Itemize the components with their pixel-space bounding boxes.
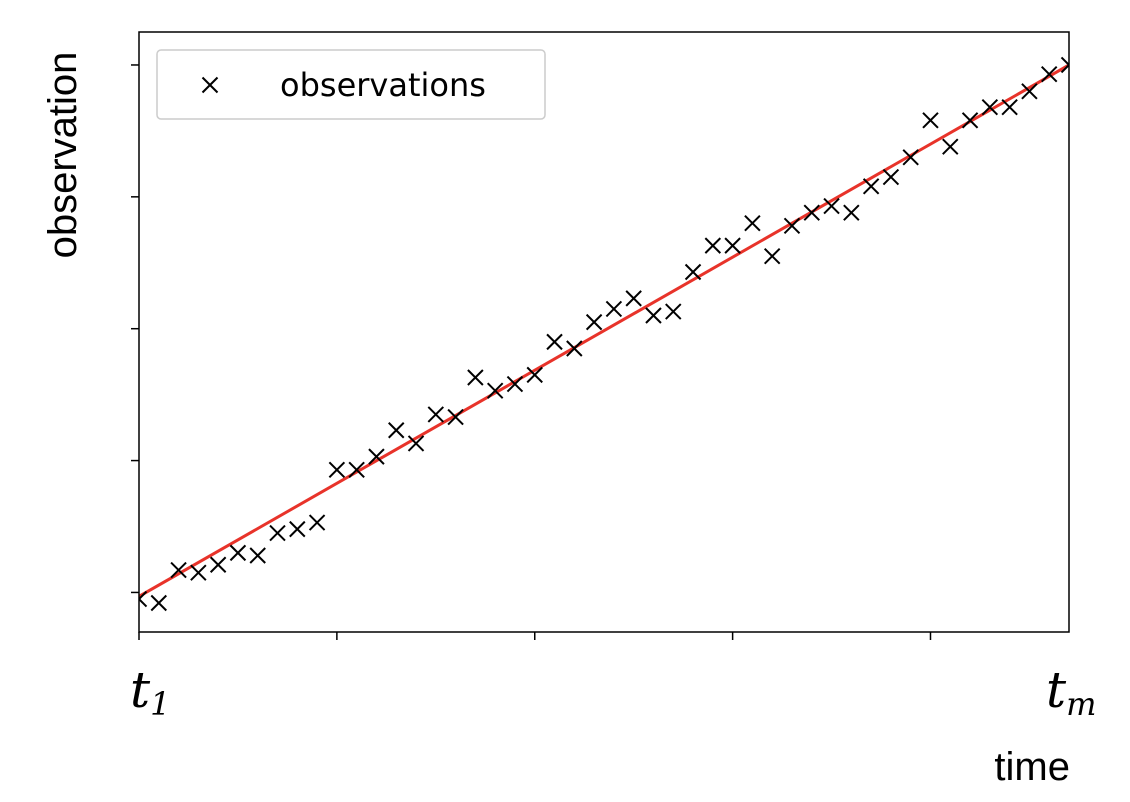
observation-point <box>150 594 167 612</box>
observation-point <box>526 366 543 384</box>
observation-point <box>961 112 979 129</box>
observation-point <box>170 561 187 579</box>
x-tick-label-start: t1 <box>130 661 170 723</box>
observation-point <box>843 204 860 221</box>
observation-point <box>942 138 959 155</box>
observation-point <box>981 98 999 116</box>
observation-point <box>1001 98 1018 116</box>
observation-point <box>486 382 504 399</box>
observation-point <box>585 313 603 331</box>
observation-point <box>823 197 840 215</box>
observation-point <box>308 514 326 531</box>
observation-point <box>625 290 642 307</box>
observation-point <box>289 520 306 538</box>
observation-point <box>605 300 623 318</box>
observation-point <box>665 303 682 320</box>
observation-point <box>1021 83 1038 100</box>
observation-point <box>704 237 722 254</box>
legend: observations <box>156 49 546 120</box>
observation-point <box>803 204 820 221</box>
legend-label: observations <box>280 66 486 104</box>
plot-frame <box>138 31 1070 633</box>
observation-point <box>744 215 761 232</box>
observation-point <box>229 544 247 562</box>
observation-points <box>139 56 1069 612</box>
observation-point <box>209 556 227 573</box>
observation-point <box>645 307 662 324</box>
observation-point <box>566 340 583 357</box>
observation-point <box>467 369 484 386</box>
observation-point <box>882 168 900 186</box>
observation-point <box>388 422 405 439</box>
observation-point <box>427 406 445 423</box>
y-axis-ticks <box>131 64 139 594</box>
observation-point <box>922 112 939 129</box>
observation-point <box>190 564 207 581</box>
observation-point <box>783 217 801 235</box>
observation-point <box>1060 56 1069 74</box>
observation-point <box>348 461 365 479</box>
legend-marker-icon <box>201 76 219 94</box>
observation-point <box>328 461 346 479</box>
observation-point <box>724 237 741 254</box>
observation-point <box>1041 65 1058 83</box>
observation-point <box>763 247 781 265</box>
observation-point <box>902 149 919 166</box>
observation-point <box>506 375 524 393</box>
observation-point <box>368 448 385 465</box>
observation-point <box>249 547 266 564</box>
x-axis-label: time <box>994 745 1070 789</box>
fit-line <box>139 63 1069 598</box>
observation-point <box>139 590 148 608</box>
x-tick-label-end: tm <box>1046 661 1096 723</box>
y-axis-label: observation <box>41 52 85 259</box>
x-axis-ticks <box>138 632 932 640</box>
observation-point <box>447 408 464 426</box>
legend-box <box>156 49 546 120</box>
observation-point <box>862 178 880 195</box>
observation-point <box>407 435 425 452</box>
observation-point <box>269 524 286 542</box>
observation-point <box>546 333 563 351</box>
observation-point <box>684 263 702 281</box>
